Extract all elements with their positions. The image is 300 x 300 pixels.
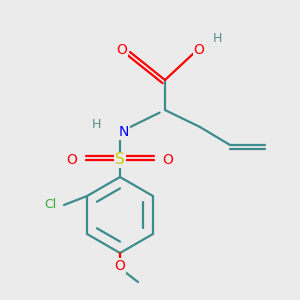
Text: O: O [67, 153, 77, 167]
Text: Cl: Cl [44, 199, 56, 212]
Text: O: O [194, 43, 204, 57]
Text: H: H [212, 32, 222, 44]
Text: O: O [117, 43, 128, 57]
Text: N: N [119, 125, 129, 139]
Text: H: H [91, 118, 101, 131]
Text: O: O [163, 153, 173, 167]
Text: O: O [115, 259, 125, 273]
Text: S: S [115, 152, 125, 167]
